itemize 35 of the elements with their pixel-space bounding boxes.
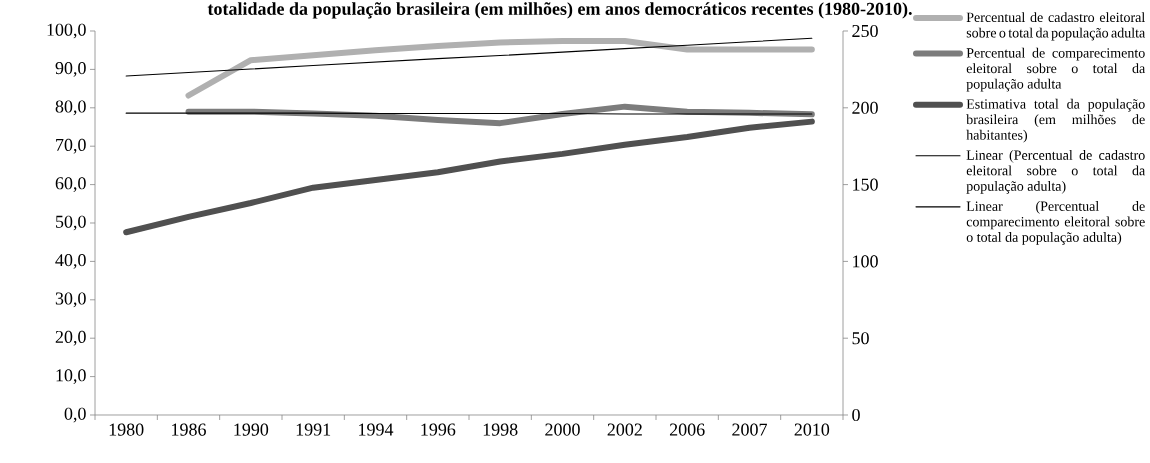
legend-label: Percentual de comparecimento eleitoral sobre o total da população adulta (966, 47, 1146, 92)
y-tick-label: 0,0 (64, 407, 86, 423)
x-tick-label: 2002 (607, 423, 642, 436)
legend-label: Linear (Percentual de cadastro eleitoral sobre o total da população adulta) (966, 149, 1146, 194)
y-tick-label: 60,0 (55, 177, 86, 192)
x-tick-label: 1996 (421, 423, 456, 436)
y-tick-label: 20,0 (55, 330, 86, 346)
x-tick-label: 1980 (109, 423, 144, 436)
x-tick-label: 1990 (234, 423, 269, 436)
y-tick-label: 10,0 (56, 369, 86, 384)
y-tick-label: 80,0 (55, 100, 86, 116)
y-tick-label: 100,0 (47, 23, 86, 39)
y2-tick-label: 0 (852, 408, 860, 422)
y2-tick-label: 150 (853, 178, 878, 191)
x-tick-label: 2007 (732, 423, 767, 436)
legend-label: Linear (Percentual de comparecimento eleitoral sobre o total da população adulta) (966, 201, 1145, 245)
x-tick-label: 2006 (669, 423, 705, 436)
x-tick-label: 1991 (296, 423, 331, 436)
y-tick-label: 70,0 (56, 138, 86, 154)
x-tick-label: 2010 (794, 423, 830, 436)
y2-tick-label: 50 (852, 332, 869, 345)
y2-tick-label: 200 (852, 101, 878, 114)
x-tick-label: 1998 (483, 423, 518, 436)
y-tick-label: 90,0 (55, 62, 86, 77)
y2-tick-label: 100 (853, 255, 878, 268)
x-tick-label: 1986 (172, 423, 206, 436)
y-tick-label: 30,0 (55, 292, 86, 308)
chart-title: totalidade da população brasileira (em milhões) em anos democráticos recentes (1980-2010). (207, 2, 912, 19)
y-tick-label: 50,0 (56, 215, 86, 231)
y-tick-label: 40,0 (55, 254, 86, 269)
y2-tick-label: 250 (852, 24, 878, 38)
x-tick-label: 1994 (359, 423, 394, 436)
legend-label: Percentual de cadastro eleitoral sobre o total da população adulta (966, 12, 1146, 41)
legend-label: Estimativa total da população brasileira (em milhões de habitantes) (966, 98, 1145, 143)
x-tick-label: 2000 (545, 423, 580, 436)
